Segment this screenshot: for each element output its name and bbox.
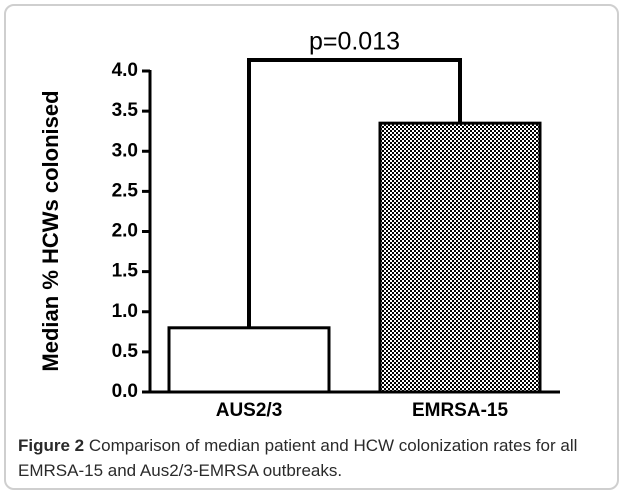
significance-label: p=0.013	[309, 28, 400, 56]
y-tick-label: 0.0	[112, 381, 138, 402]
y-tick-label: 3.5	[112, 100, 139, 121]
y-tick-label: 0.5	[112, 341, 139, 362]
chart: Median % HCWs colonised 0.0 0.5 1.0 1.5 2.0 2…	[38, 28, 560, 421]
y-tick-label: 3.0	[112, 140, 138, 161]
y-tick-label: 1.5	[112, 261, 139, 282]
x-tick-label: AUS2/3	[216, 400, 283, 421]
bar	[378, 121, 542, 394]
caption-label: Figure 2	[18, 436, 85, 455]
y-tick-label: 4.0	[112, 60, 138, 81]
significance-bracket	[247, 58, 462, 328]
bar	[167, 326, 331, 394]
figure-frame	[4, 4, 619, 490]
caption-text: Comparison of median patient and HCW col…	[18, 436, 578, 480]
y-axis-label: Median % HCWs colonised	[38, 90, 63, 371]
figure-caption: Figure 2 Comparison of median patient an…	[18, 433, 608, 483]
y-tick-label: 2.0	[112, 221, 138, 242]
y-tick-label: 1.0	[112, 301, 138, 322]
y-tick-label: 2.5	[112, 180, 139, 201]
x-tick-label: EMRSA-15	[412, 400, 509, 421]
